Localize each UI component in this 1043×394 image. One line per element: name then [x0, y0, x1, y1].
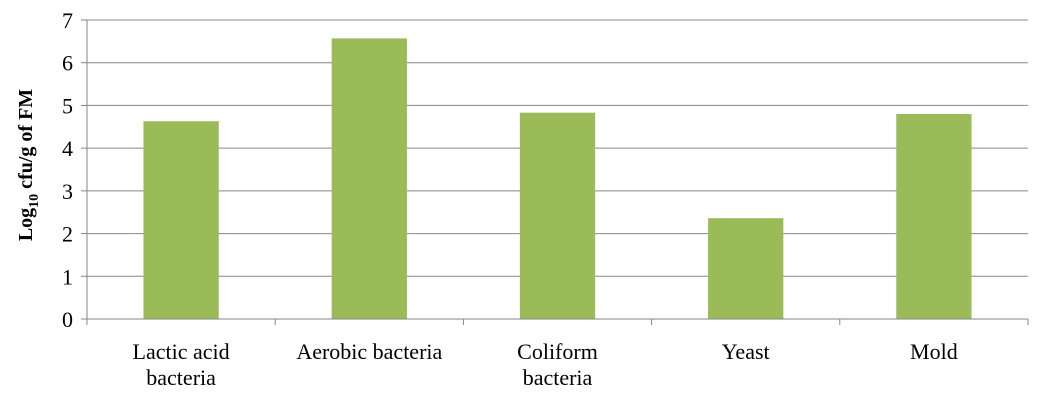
bar: [708, 218, 784, 319]
bar: [519, 112, 596, 319]
bar: [896, 113, 972, 319]
y-axis-label-subscript: 10: [27, 194, 42, 208]
x-category-label: Yeast: [722, 339, 770, 364]
x-category-label-line: Lactic acid: [133, 339, 230, 364]
y-tick-labels: 0 1 2 3 4 5 6 7: [62, 8, 73, 332]
axes: [81, 19, 1029, 325]
y-tick-label: 6: [62, 51, 73, 76]
x-category-label: Mold: [910, 339, 958, 364]
y-axis-label: Log10 cfu/g of FM: [15, 89, 42, 241]
x-category-label: Coliform bacteria: [517, 339, 598, 390]
x-category-label-line: Mold: [910, 339, 958, 364]
y-tick-label: 4: [62, 136, 73, 161]
x-category-label: Lactic acid bacteria: [133, 339, 230, 390]
bar: [331, 38, 407, 320]
x-category-label-line: bacteria: [523, 365, 593, 390]
y-tick-label: 5: [62, 93, 73, 118]
bars: [143, 38, 972, 320]
y-tick-label: 3: [62, 179, 73, 204]
x-category-label-line: Coliform: [517, 339, 598, 364]
y-axis-label-suffix: cfu/g of FM: [15, 89, 37, 194]
y-axis-label-prefix: Log: [15, 208, 37, 241]
bar: [143, 121, 219, 320]
y-tick-label: 7: [62, 8, 73, 33]
y-tick-label: 1: [62, 264, 73, 289]
y-tick-label: 2: [62, 222, 73, 247]
x-category-label-line: Yeast: [722, 339, 770, 364]
y-tick-label: 0: [62, 307, 73, 332]
x-category-label-line: bacteria: [146, 365, 216, 390]
x-category-label-line: Aerobic bacteria: [296, 339, 442, 364]
x-category-label: Aerobic bacteria: [296, 339, 442, 364]
